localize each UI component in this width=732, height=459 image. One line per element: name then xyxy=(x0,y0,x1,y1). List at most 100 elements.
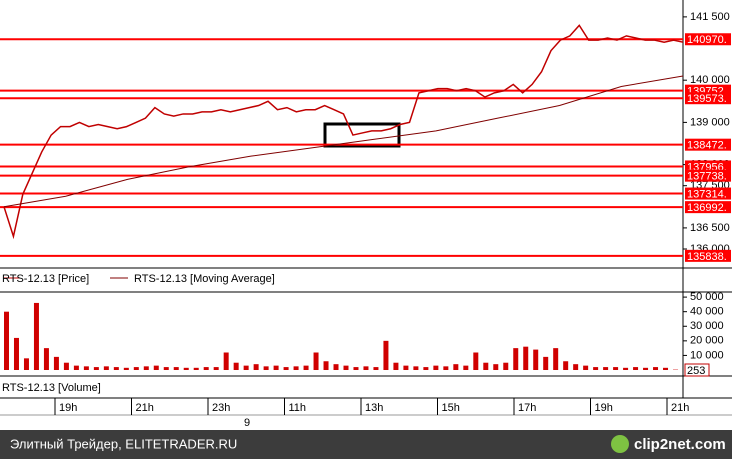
bar xyxy=(393,362,399,370)
footer-logo: clip2net.com xyxy=(634,436,726,453)
bar xyxy=(113,367,119,370)
bar xyxy=(183,367,189,370)
level-tag xyxy=(685,201,731,214)
bar xyxy=(283,367,289,370)
bar xyxy=(293,366,299,370)
footer-text: Элитный Трейдер, ELITETRADER.RU xyxy=(10,436,237,451)
level-tag xyxy=(685,138,731,151)
bar xyxy=(263,366,269,370)
level-tag xyxy=(685,249,731,262)
bar xyxy=(453,364,459,370)
bar xyxy=(373,367,379,370)
bar xyxy=(623,367,629,370)
bar xyxy=(593,367,599,370)
bar xyxy=(53,356,59,370)
bar xyxy=(553,348,559,370)
level-label: 140970. xyxy=(687,34,727,46)
bar xyxy=(633,367,639,370)
bar xyxy=(413,366,419,370)
series-line xyxy=(3,75,684,208)
bar xyxy=(433,365,439,370)
x-tick-label: 19h xyxy=(59,402,77,414)
series-line xyxy=(3,24,684,240)
y-tick-label: 20 000 xyxy=(690,335,724,347)
bar xyxy=(473,352,479,370)
bar xyxy=(243,365,249,370)
x-tick-label: 21h xyxy=(671,402,689,414)
level-label: 136992. xyxy=(687,202,727,214)
level-tag xyxy=(685,33,731,46)
bar xyxy=(493,364,499,370)
bar xyxy=(133,367,139,370)
bar xyxy=(33,302,39,370)
bar xyxy=(303,365,309,370)
bar xyxy=(93,367,99,370)
bar xyxy=(23,358,29,370)
bar xyxy=(403,365,409,370)
bar xyxy=(83,366,89,370)
bar xyxy=(203,367,209,370)
legend-label: RTS-12.13 [Price] xyxy=(2,273,89,285)
bar xyxy=(583,365,589,370)
bar xyxy=(123,367,129,370)
bar xyxy=(443,366,449,370)
bar xyxy=(63,362,69,370)
y-tick-label: 40 000 xyxy=(690,306,724,318)
bar xyxy=(503,362,509,370)
x-tick-label: 21h xyxy=(136,402,154,414)
y-tick-label: 10 000 xyxy=(690,349,724,361)
level-label: 138472. xyxy=(687,140,727,152)
y-tick-label: 50 000 xyxy=(690,291,724,303)
date-label: 9 xyxy=(244,417,250,429)
level-label: 135838. xyxy=(687,251,727,263)
highlight-box xyxy=(323,122,401,148)
level-tag xyxy=(685,92,731,105)
x-tick-label: 19h xyxy=(595,402,613,414)
footer xyxy=(0,430,732,459)
bar xyxy=(613,367,619,370)
bar xyxy=(563,361,569,370)
bar xyxy=(193,367,199,370)
bar xyxy=(653,367,659,370)
bar xyxy=(4,311,9,370)
bar xyxy=(353,367,359,370)
y-tick-label: 140 000 xyxy=(690,74,730,86)
bar xyxy=(573,364,579,370)
bar xyxy=(103,366,109,370)
bar xyxy=(643,367,649,370)
bar xyxy=(603,367,609,370)
bar xyxy=(233,362,239,370)
bar xyxy=(313,352,319,370)
y-tick-label: 139 000 xyxy=(690,116,730,128)
x-tick-label: 23h xyxy=(212,402,230,414)
y-tick-label: 136 500 xyxy=(690,222,730,234)
bar xyxy=(483,362,489,370)
legend-label: RTS-12.13 [Moving Average] xyxy=(134,273,275,285)
bar xyxy=(43,348,49,370)
bar xyxy=(343,365,349,370)
bar xyxy=(163,367,169,370)
bar xyxy=(513,348,519,370)
level-label: 139573. xyxy=(687,93,727,105)
last-tag xyxy=(684,363,710,377)
y-tick-label: 30 000 xyxy=(690,320,724,332)
bar xyxy=(253,364,259,370)
bar xyxy=(523,346,529,370)
bar xyxy=(213,367,219,370)
last-label: 253 xyxy=(687,365,705,377)
x-tick-label: 17h xyxy=(518,402,536,414)
level-label: 137738. xyxy=(687,171,727,183)
x-tick-label: 15h xyxy=(442,402,460,414)
bar xyxy=(73,365,79,370)
bar xyxy=(153,365,159,370)
logo-icon xyxy=(611,435,629,453)
bar xyxy=(533,349,539,370)
level-label: 137314. xyxy=(687,188,727,200)
level-tag xyxy=(685,187,731,200)
x-tick-label: 13h xyxy=(365,402,383,414)
bar xyxy=(223,352,229,370)
bar xyxy=(273,365,279,370)
bar xyxy=(323,361,329,370)
